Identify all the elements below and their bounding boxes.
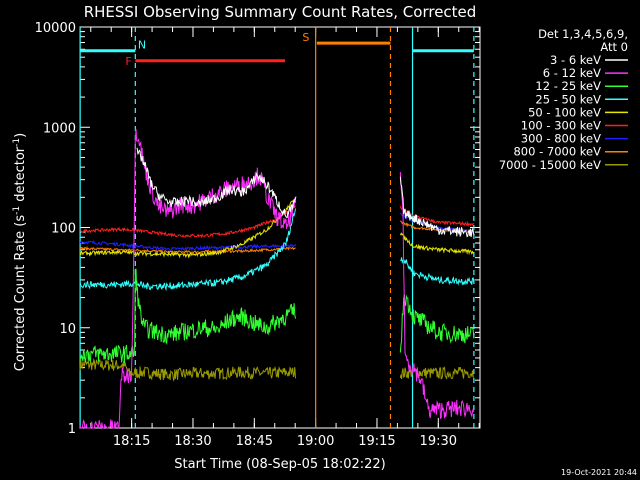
y-axis-label: Corrected Count Rate (s-1 detector-1) <box>12 133 28 371</box>
legend-label: 3 - 6 keV <box>550 53 601 67</box>
y-tick-label: 10000 <box>35 21 76 36</box>
series-line-100-300-kev-seg2 <box>399 205 475 227</box>
legend-header-attenuator: Att 0 <box>600 40 628 54</box>
series-lines <box>79 128 475 430</box>
flag-bars: NF S <box>80 31 474 68</box>
x-axis-label: Start Time (08-Sep-05 18:02:22) <box>174 457 385 472</box>
x-tick-label: 18:45 <box>236 434 273 449</box>
y-axis-label-end: ) <box>13 133 28 138</box>
series-line-3-6-kev-seg2 <box>399 176 475 238</box>
legend-label: 800 - 7000 keV <box>513 145 601 159</box>
x-tick-label: 18:15 <box>113 434 150 449</box>
series-line-50-100-kev-seg2 <box>399 232 475 256</box>
footer-timestamp: 19-Oct-2021 20:44 <box>561 468 637 477</box>
x-tick-label: 19:30 <box>420 434 457 449</box>
series-line-25-50-kev <box>79 208 296 292</box>
series-line-25-50-kev-seg2 <box>400 257 475 286</box>
legend-label: 6 - 12 keV <box>543 66 601 80</box>
series-line-6-12-kev-seg2 <box>399 171 475 420</box>
series-line-800-7000-kev <box>79 245 296 255</box>
series-line-300-800-kev <box>79 240 296 252</box>
series-line-7000-15000-kev <box>79 357 296 382</box>
y-axis-label-main: Corrected Count Rate (s <box>13 215 28 372</box>
legend-label: 7000 - 15000 keV <box>499 158 601 172</box>
boundary-lines <box>79 27 475 428</box>
y-axis-label-sup1: -1 <box>12 206 22 215</box>
axes: 1 10 100 1000 10000 18:15 18:30 18:45 19:00 19:15… <box>35 21 481 449</box>
series-line-3-6-kev <box>136 147 297 219</box>
y-tick-label: 10 <box>59 322 76 337</box>
x-tick-label: 18:30 <box>174 434 211 449</box>
legend-label: 300 - 800 keV <box>521 132 601 146</box>
legend-label: 12 - 25 keV <box>535 79 601 93</box>
series-line-100-300-kev <box>79 205 296 239</box>
flag-label-s: S <box>302 31 309 44</box>
y-axis-label-mid: detector <box>13 146 28 206</box>
x-tick-label: 19:00 <box>297 434 334 449</box>
legend-header-detectors: Det 1,3,4,5,6,9, <box>538 27 628 41</box>
legend-label: 25 - 50 keV <box>535 92 601 106</box>
y-axis-label-sup2: -1 <box>12 138 22 147</box>
flag-label-f: F <box>125 55 131 68</box>
series-line-6-12-kev <box>79 128 296 430</box>
legend-label: 50 - 100 keV <box>528 105 601 119</box>
y-tick-label: 100 <box>51 222 76 237</box>
series-line-12-25-kev-seg2 <box>399 294 475 353</box>
y-tick-label: 1 <box>68 422 76 437</box>
chart-title: RHESSI Observing Summary Count Rates, Co… <box>84 3 477 21</box>
series-line-12-25-kev <box>79 268 296 363</box>
series-line-50-100-kev <box>79 198 296 259</box>
legend-label: 100 - 300 keV <box>521 119 601 133</box>
flag-label-n: N <box>138 39 146 52</box>
y-tick-label: 1000 <box>43 121 76 136</box>
x-tick-label: 19:15 <box>358 434 395 449</box>
